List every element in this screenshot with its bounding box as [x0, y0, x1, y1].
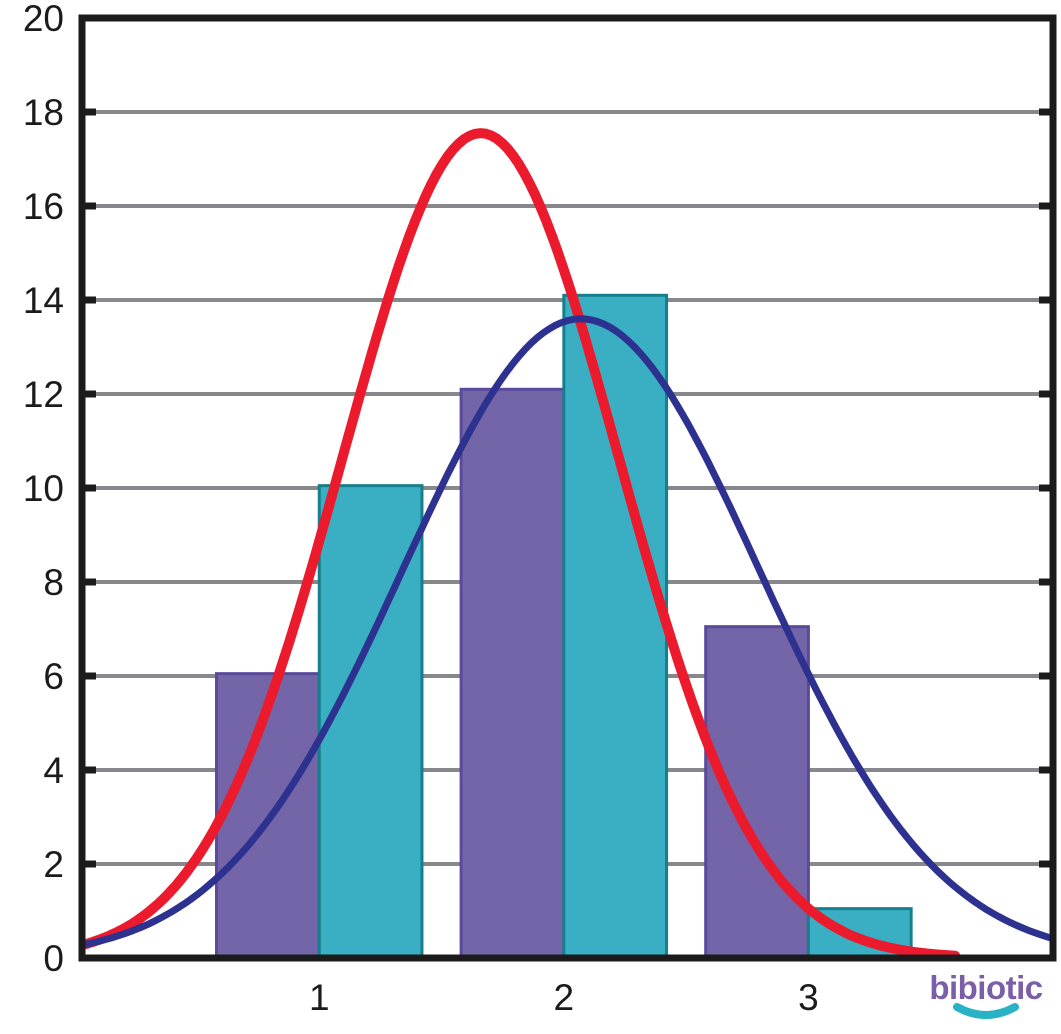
- y-axis-label: 4: [43, 750, 64, 791]
- bars: [215, 293, 913, 960]
- purple-bar: [704, 625, 810, 960]
- x-axis-label: 3: [798, 977, 819, 1018]
- y-axis-label: 2: [43, 844, 64, 885]
- teal-bar: [562, 293, 669, 960]
- blue-normal-curve: [82, 315, 1053, 949]
- logo-text: bibiotic: [929, 969, 1043, 1006]
- bibiotic-logo: bibiotic: [912, 971, 1060, 1024]
- y-axis-label: 16: [23, 186, 64, 227]
- smile-icon: [953, 1003, 1019, 1019]
- normal-curves: [82, 128, 1053, 958]
- y-axis-label: 8: [43, 562, 64, 603]
- y-axis-label: 14: [23, 280, 64, 321]
- x-axis-label: 2: [554, 977, 575, 1018]
- x-axis-labels: 1 2 3: [309, 977, 819, 1018]
- plot-border: [78, 14, 1057, 962]
- y-axis-label: 20: [23, 0, 64, 39]
- y-axis-label: 12: [23, 374, 64, 415]
- y-axis-label: 10: [23, 468, 64, 509]
- red-normal-curve: [82, 128, 961, 958]
- y-axis-label: 0: [43, 938, 64, 979]
- y-axis-labels: 0 2 4 6 8 10 12 14 16 18 20: [23, 0, 64, 979]
- purple-bar: [459, 387, 566, 960]
- x-axis-label: 1: [309, 977, 330, 1018]
- y-axis-label: 6: [43, 656, 64, 697]
- y-axis-label: 18: [23, 92, 64, 133]
